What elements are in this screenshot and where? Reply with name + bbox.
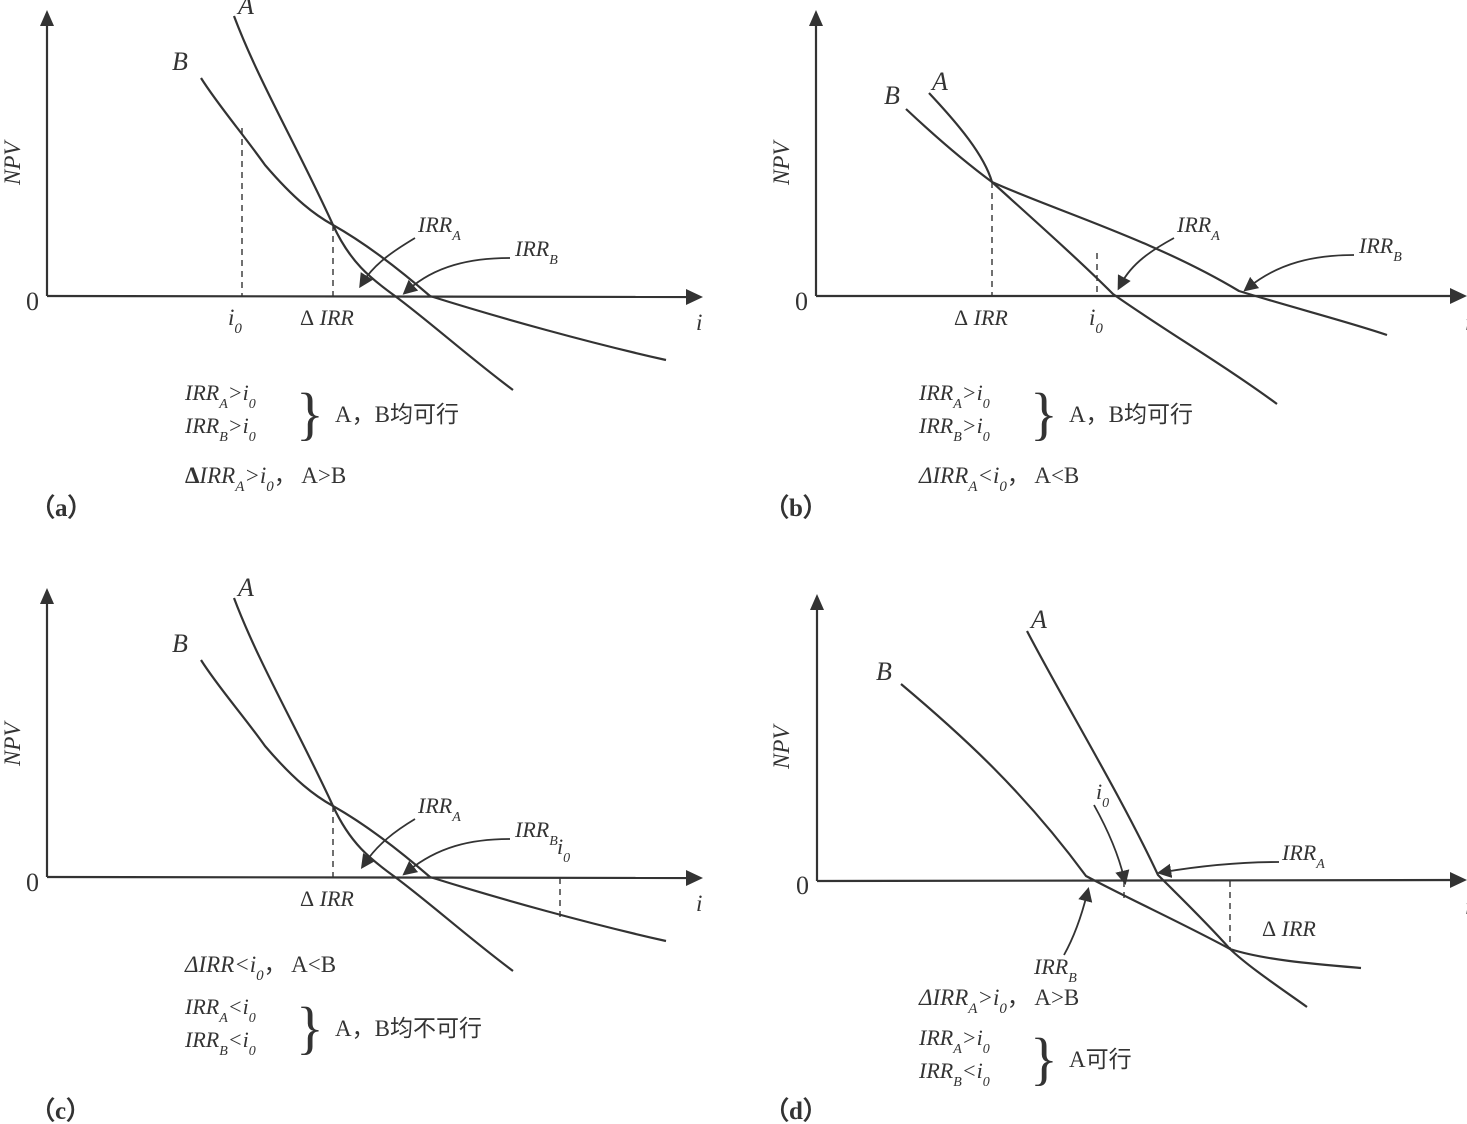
svg-text:Δ IRR: Δ IRR [300, 305, 354, 330]
svg-text:IRRB<i0: IRRB<i0 [918, 1058, 990, 1090]
svg-text:NPV: NPV [0, 139, 25, 186]
svg-text:i0: i0 [1089, 305, 1103, 337]
svg-text:A，B均不可行: A，B均不可行 [335, 1016, 482, 1041]
svg-text:IRRB: IRRB [1033, 954, 1077, 986]
svg-text:IRRB<i0: IRRB<i0 [184, 1027, 256, 1059]
svg-text:A: A [236, 0, 254, 20]
svg-text:IRRB: IRRB [1358, 233, 1402, 265]
svg-text:}: } [296, 995, 324, 1060]
svg-text:IRRB: IRRB [514, 236, 558, 268]
svg-text:（b）: （b） [764, 493, 828, 522]
svg-text:IRRA>i0: IRRA>i0 [918, 380, 990, 412]
svg-text:i0: i0 [1096, 779, 1109, 811]
svg-text:ΔIRRA>i0， A>B: ΔIRRA>i0， A>B [918, 985, 1079, 1017]
svg-text:IRRB>i0: IRRB>i0 [184, 413, 256, 445]
svg-text:B: B [876, 657, 892, 686]
svg-text:}: } [296, 381, 324, 446]
svg-text:0: 0 [796, 871, 809, 900]
svg-text:}: } [1030, 1026, 1058, 1091]
svg-text:IRRA>i0: IRRA>i0 [918, 1025, 990, 1057]
svg-text:i0: i0 [228, 305, 242, 337]
svg-text:ΔIRRA<i0， A<B: ΔIRRA<i0， A<B [918, 463, 1079, 495]
svg-text:IRRA: IRRA [1281, 840, 1325, 872]
svg-text:IRRA<i0: IRRA<i0 [184, 994, 256, 1026]
svg-text:NPV: NPV [769, 139, 794, 186]
svg-text:Δ IRR: Δ IRR [1262, 916, 1316, 941]
svg-text:A可行: A可行 [1069, 1047, 1132, 1072]
svg-text:A，B均可行: A，B均可行 [335, 402, 459, 427]
svg-text:A，B均可行: A，B均可行 [1069, 402, 1193, 427]
svg-text:0: 0 [26, 868, 39, 897]
svg-text:（a）: （a） [30, 493, 93, 522]
svg-text:（c）: （c） [30, 1096, 91, 1124]
svg-text:Δ IRR: Δ IRR [954, 305, 1008, 330]
svg-text:A: A [1029, 605, 1047, 634]
svg-text:i: i [696, 891, 702, 916]
svg-text:IRRB: IRRB [514, 817, 558, 849]
svg-text:i: i [696, 310, 702, 335]
svg-text:IRRA: IRRA [417, 793, 461, 825]
svg-text:（d）: （d） [764, 1096, 828, 1124]
svg-text:B: B [172, 47, 188, 76]
svg-text:IRRA>i0: IRRA>i0 [184, 380, 256, 412]
svg-text:IRRA: IRRA [1176, 212, 1220, 244]
svg-text:i0: i0 [557, 834, 570, 866]
svg-text:ΔIRR<i0， A<B: ΔIRR<i0， A<B [184, 952, 336, 984]
svg-text:B: B [172, 629, 188, 658]
svg-text:A: A [930, 67, 948, 96]
svg-text:0: 0 [795, 287, 808, 316]
svg-text:0: 0 [26, 287, 39, 316]
svg-text:NPV: NPV [769, 723, 794, 770]
svg-text:}: } [1030, 381, 1058, 446]
svg-text:IRRA: IRRA [417, 212, 461, 244]
svg-text:Δ IRR: Δ IRR [300, 886, 354, 911]
svg-text:ΔIRRA>i0， A>B: ΔIRRA>i0， A>B [185, 463, 346, 495]
svg-text:NPV: NPV [0, 720, 25, 767]
svg-text:B: B [884, 81, 900, 110]
svg-text:IRRB>i0: IRRB>i0 [918, 413, 990, 445]
svg-text:A: A [236, 573, 254, 602]
